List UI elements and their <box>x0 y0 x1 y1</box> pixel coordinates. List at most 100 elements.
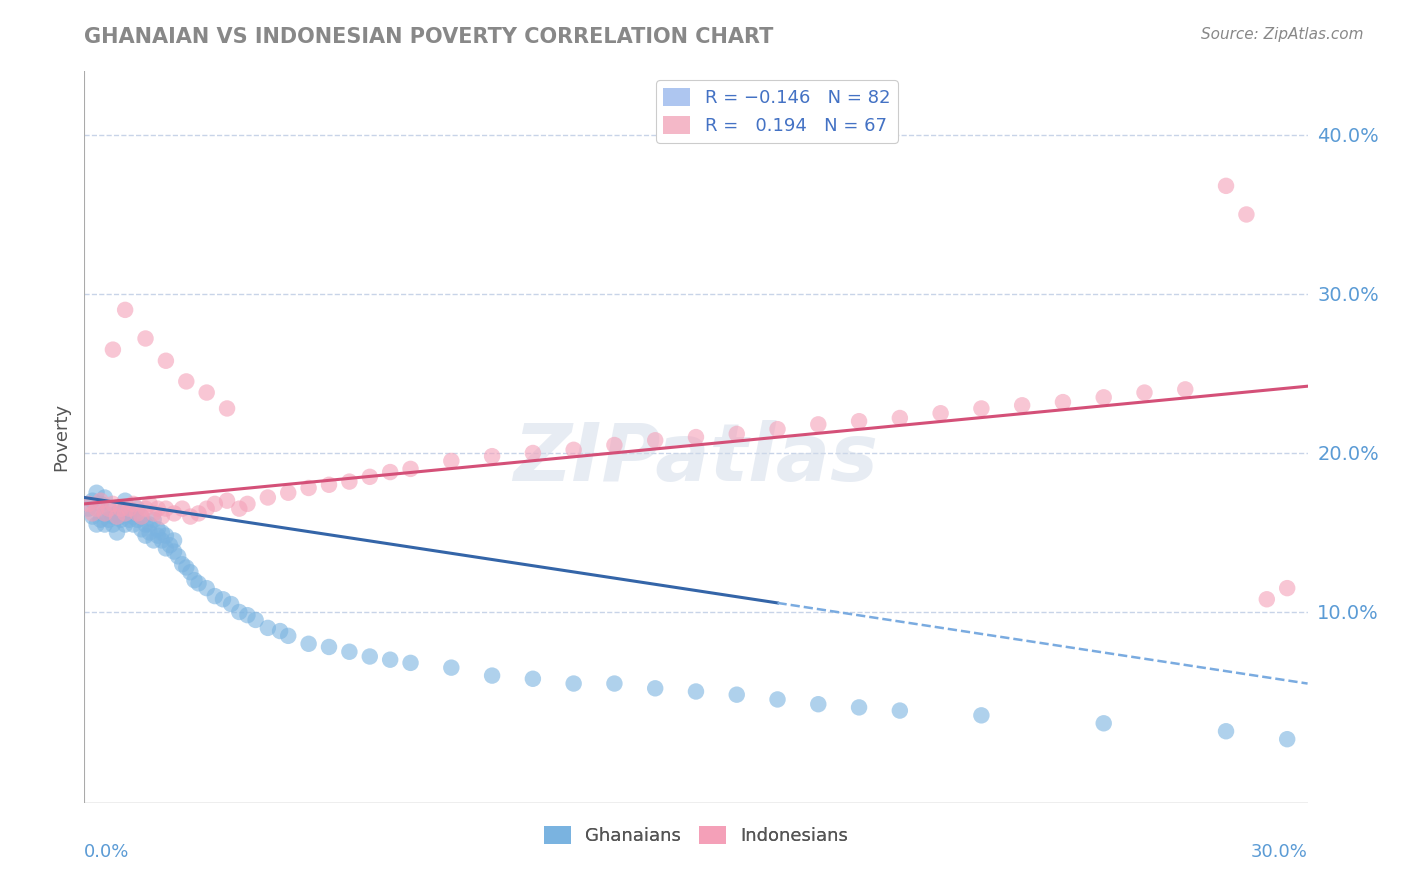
Point <box>138 525 160 540</box>
Point <box>481 668 503 682</box>
Point <box>236 497 259 511</box>
Point <box>298 637 321 651</box>
Point <box>766 422 789 436</box>
Point <box>174 560 197 574</box>
Point <box>114 517 136 532</box>
Point <box>146 529 169 543</box>
Point <box>101 343 124 357</box>
Point <box>101 517 124 532</box>
Point <box>318 477 340 491</box>
Point <box>105 509 128 524</box>
Point <box>142 507 165 521</box>
Point <box>380 653 402 667</box>
Point <box>1052 395 1074 409</box>
Point <box>114 507 136 521</box>
Point <box>159 538 181 552</box>
Point <box>380 465 402 479</box>
Point <box>644 681 666 696</box>
Point <box>142 533 165 548</box>
Point <box>138 517 160 532</box>
Point <box>86 501 108 516</box>
Point <box>236 608 259 623</box>
Point <box>257 491 280 505</box>
Point <box>195 385 218 400</box>
Point <box>257 621 280 635</box>
Point <box>1174 383 1197 397</box>
Point <box>105 507 128 521</box>
Point <box>155 353 177 368</box>
Point <box>93 507 115 521</box>
Point <box>339 645 361 659</box>
Point <box>150 525 173 540</box>
Point <box>172 558 194 572</box>
Point <box>155 501 177 516</box>
Point <box>440 660 463 674</box>
Point <box>179 566 201 580</box>
Point <box>90 493 112 508</box>
Y-axis label: Poverty: Poverty <box>52 403 70 471</box>
Point <box>685 430 707 444</box>
Point <box>929 406 952 420</box>
Point <box>204 497 226 511</box>
Point <box>122 497 145 511</box>
Point <box>399 462 422 476</box>
Point <box>889 411 911 425</box>
Point <box>1011 398 1033 412</box>
Point <box>150 509 173 524</box>
Point <box>110 509 132 524</box>
Point <box>217 401 239 416</box>
Point <box>889 704 911 718</box>
Point <box>150 533 173 548</box>
Point <box>142 513 165 527</box>
Point <box>97 501 120 516</box>
Point <box>725 688 748 702</box>
Text: 0.0%: 0.0% <box>84 843 129 861</box>
Point <box>603 676 626 690</box>
Point <box>1215 724 1237 739</box>
Text: ZIPatlas: ZIPatlas <box>513 420 879 498</box>
Point <box>77 501 100 516</box>
Point <box>318 640 340 654</box>
Point <box>603 438 626 452</box>
Point <box>1277 581 1299 595</box>
Point <box>970 401 993 416</box>
Point <box>187 576 209 591</box>
Point <box>155 541 177 556</box>
Point <box>1133 385 1156 400</box>
Point <box>93 517 115 532</box>
Point <box>131 522 153 536</box>
Point <box>82 507 104 521</box>
Point <box>163 544 186 558</box>
Point <box>481 449 503 463</box>
Point <box>118 507 141 521</box>
Point <box>146 522 169 536</box>
Point <box>522 672 544 686</box>
Point <box>204 589 226 603</box>
Point <box>101 497 124 511</box>
Point <box>1092 390 1115 404</box>
Point <box>172 501 194 516</box>
Point <box>217 493 239 508</box>
Point <box>174 375 197 389</box>
Point <box>183 573 205 587</box>
Point <box>105 525 128 540</box>
Point <box>82 493 104 508</box>
Point <box>131 509 153 524</box>
Point <box>195 501 218 516</box>
Point <box>114 493 136 508</box>
Point <box>155 529 177 543</box>
Point <box>848 700 870 714</box>
Point <box>77 497 100 511</box>
Point <box>562 442 585 457</box>
Point <box>127 501 149 516</box>
Point <box>179 509 201 524</box>
Point <box>127 507 149 521</box>
Point <box>359 470 381 484</box>
Point <box>118 513 141 527</box>
Point <box>269 624 291 638</box>
Point <box>163 533 186 548</box>
Point <box>118 501 141 516</box>
Point <box>135 529 157 543</box>
Point <box>131 509 153 524</box>
Point <box>848 414 870 428</box>
